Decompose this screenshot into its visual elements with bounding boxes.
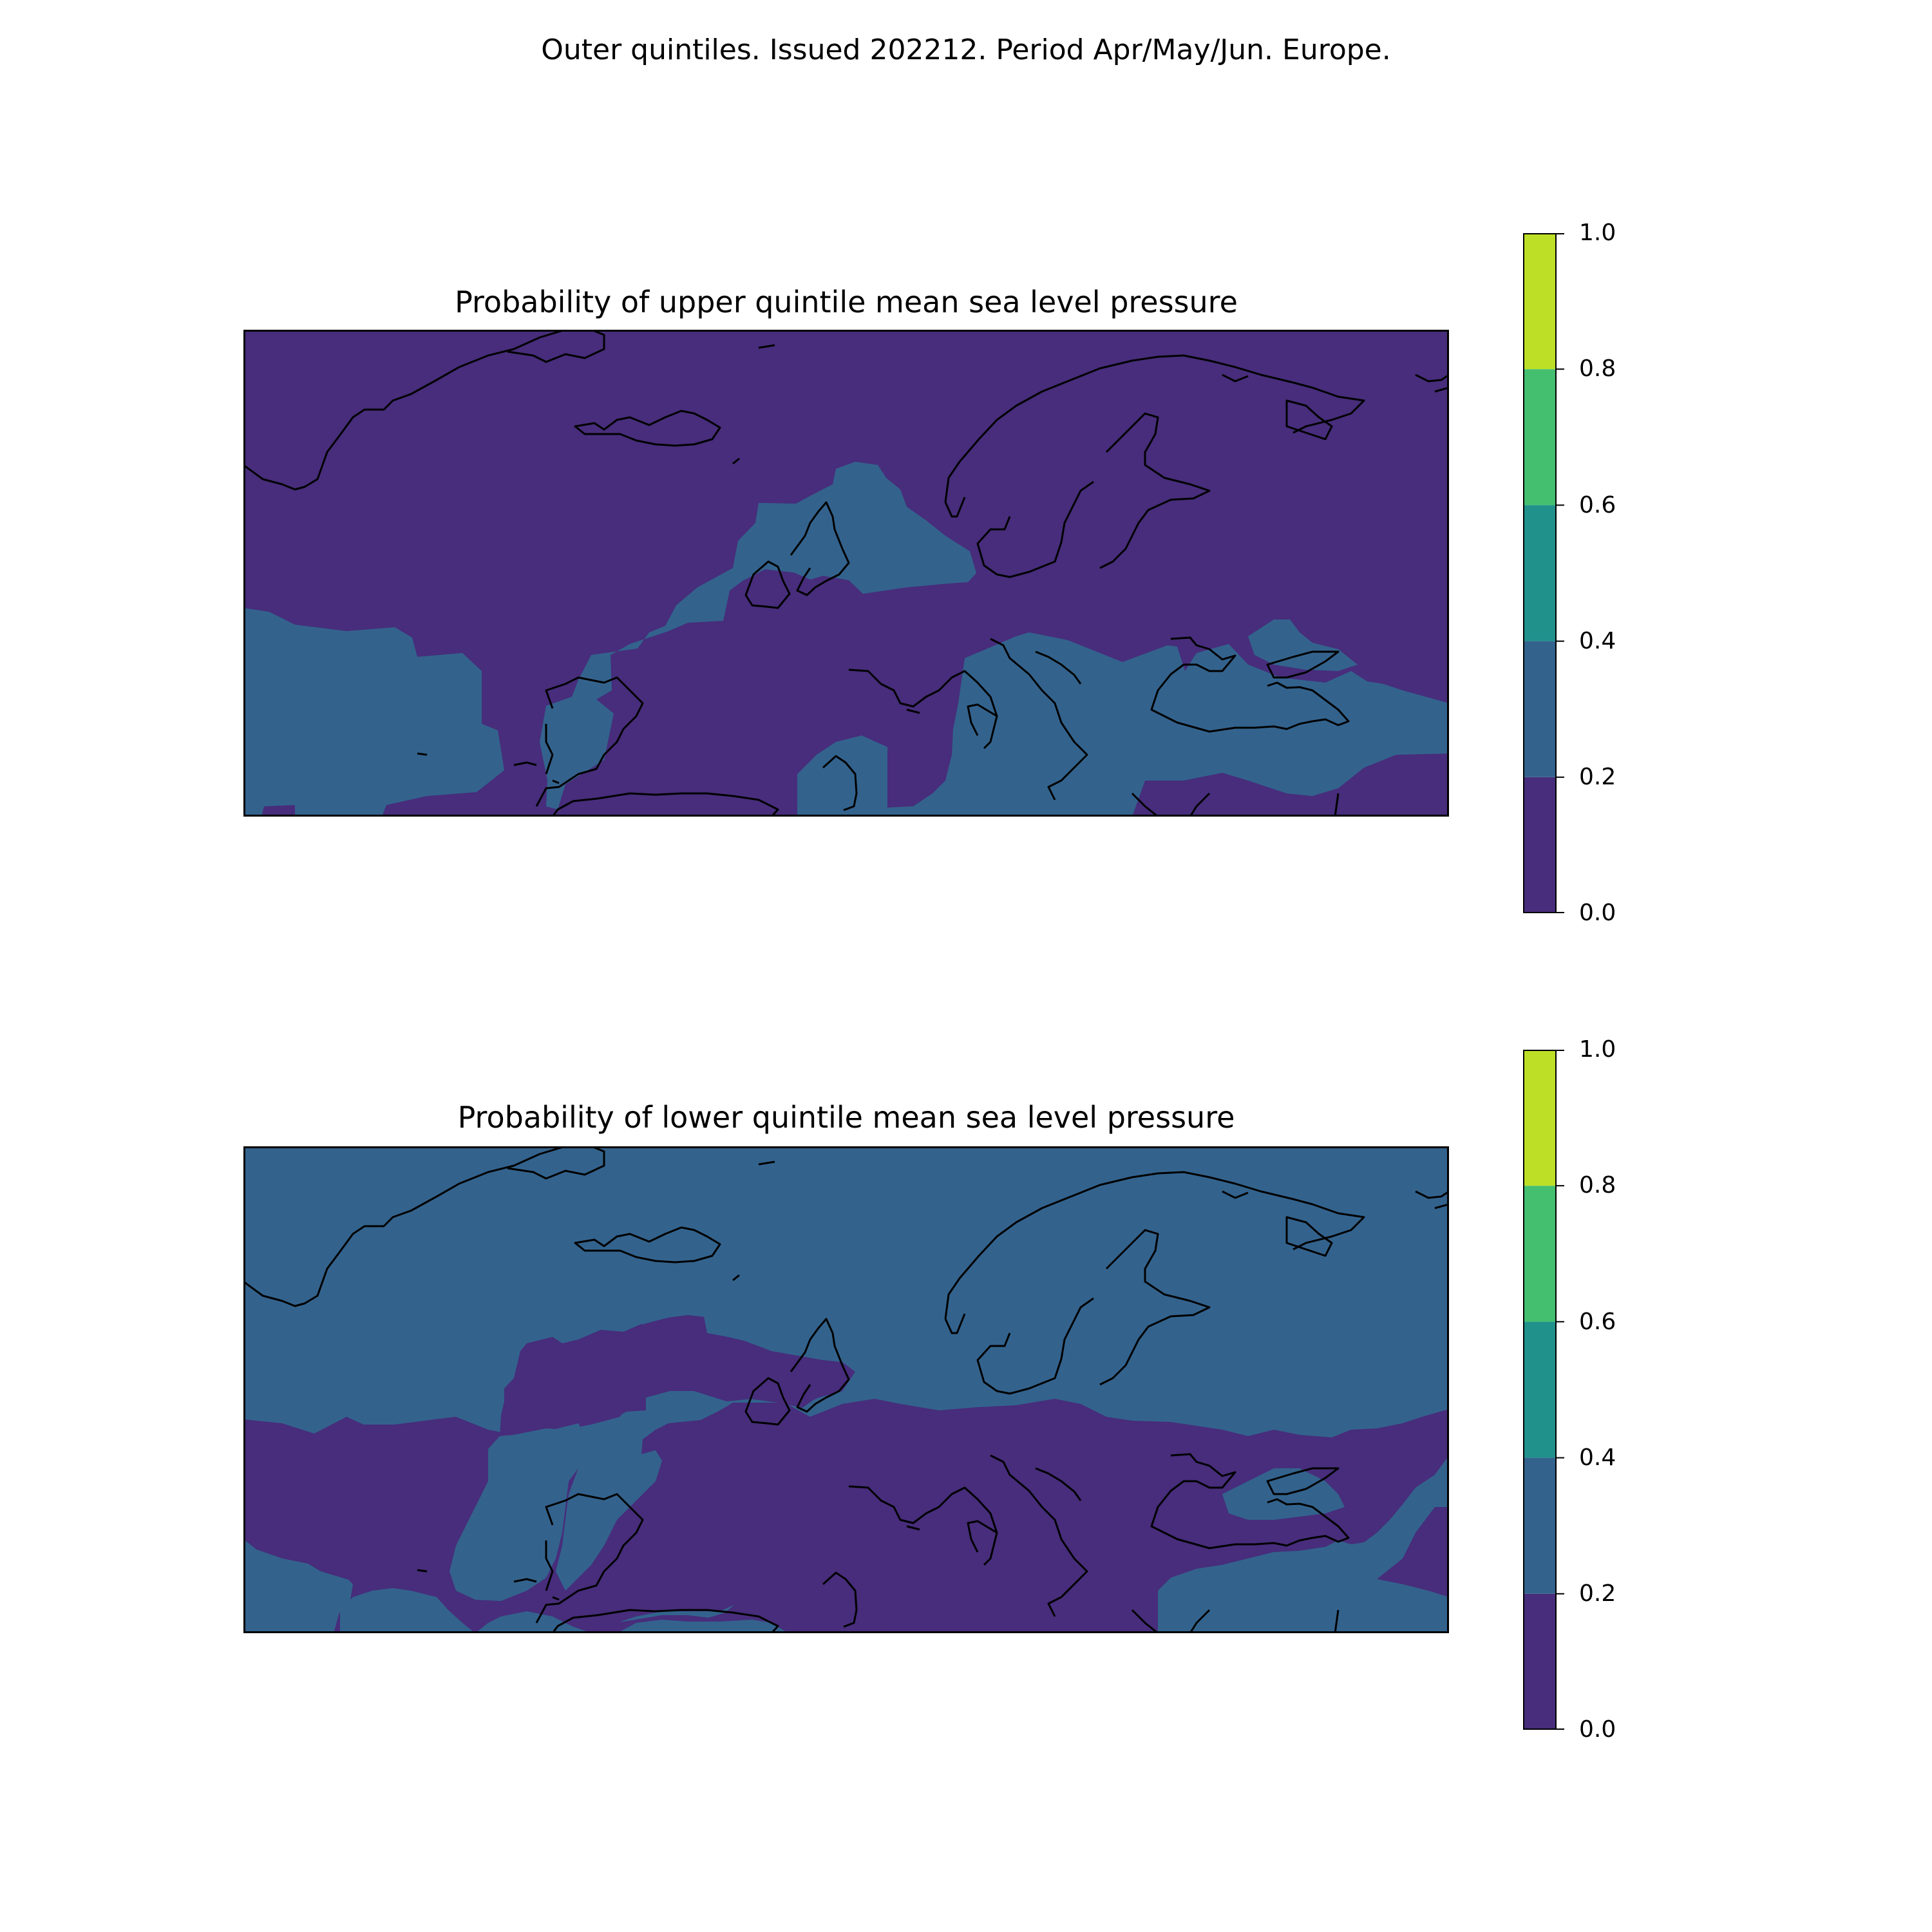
lower-map-frame bbox=[243, 1146, 1449, 1633]
lower-band-med-south bbox=[617, 1620, 788, 1633]
lower-colorbar-band-4 bbox=[1523, 1050, 1557, 1186]
lower-band-se-corner bbox=[1287, 1591, 1377, 1633]
upper-colorbar-band-4 bbox=[1523, 233, 1557, 370]
lower-colorbar-band-3 bbox=[1523, 1186, 1557, 1322]
upper-map-frame bbox=[243, 330, 1449, 817]
lower-colorbar-tick: 0.0 bbox=[1579, 1716, 1616, 1743]
upper-colorbar-tick: 0.6 bbox=[1579, 492, 1616, 518]
lower-quintile-map bbox=[243, 1146, 1449, 1633]
upper-band-balkans-blacksea bbox=[887, 632, 1449, 817]
lower-colorbar-tick: 0.6 bbox=[1579, 1309, 1616, 1335]
upper-colorbar bbox=[1523, 233, 1564, 913]
lower-band-atlantic-center bbox=[450, 1423, 591, 1601]
upper-colorbar-tick: 1.0 bbox=[1579, 220, 1616, 246]
lower-colorbar-tick: 0.2 bbox=[1579, 1580, 1616, 1607]
upper-quintile-map bbox=[243, 330, 1449, 817]
lower-colorbar-tick: 1.0 bbox=[1579, 1036, 1616, 1063]
upper-colorbar-tick: 0.2 bbox=[1579, 764, 1616, 790]
lower-band-iberia-west bbox=[556, 1449, 662, 1591]
lower-colorbar-band-1 bbox=[1523, 1457, 1557, 1594]
lower-colorbar-band-2 bbox=[1523, 1321, 1557, 1458]
lower-band-atlantic-pocket bbox=[243, 1539, 340, 1633]
lower-colorbar-tick: 0.4 bbox=[1579, 1444, 1616, 1471]
figure-suptitle: Outer quintiles. Issued 202212. Period A… bbox=[541, 33, 1391, 66]
upper-colorbar-tick: 0.0 bbox=[1579, 900, 1616, 926]
lower-colorbar-band-0 bbox=[1523, 1593, 1557, 1730]
lower-panel-title: Probability of lower quintile mean sea l… bbox=[457, 1100, 1235, 1135]
lower-colorbar-tick: 0.8 bbox=[1579, 1172, 1616, 1198]
upper-coastlines bbox=[243, 330, 1449, 817]
upper-colorbar-tick: 0.4 bbox=[1579, 628, 1616, 654]
upper-colorbar-band-1 bbox=[1523, 641, 1557, 777]
upper-colorbar-tick: 0.8 bbox=[1579, 355, 1616, 382]
upper-band-iberia-coast bbox=[797, 735, 887, 817]
upper-colorbar-band-3 bbox=[1523, 369, 1557, 506]
upper-panel-title: Probability of upper quintile mean sea l… bbox=[455, 285, 1238, 319]
upper-colorbar-band-0 bbox=[1523, 777, 1557, 913]
lower-band-southwest-ocean bbox=[340, 1588, 475, 1633]
lower-coastlines bbox=[243, 1146, 1449, 1633]
upper-band-central-europe bbox=[540, 462, 976, 810]
lower-colorbar bbox=[1523, 1050, 1564, 1730]
lower-band-mid-ocean bbox=[475, 1611, 591, 1633]
upper-band-sw-atlantic bbox=[243, 608, 504, 817]
upper-colorbar-band-2 bbox=[1523, 505, 1557, 641]
